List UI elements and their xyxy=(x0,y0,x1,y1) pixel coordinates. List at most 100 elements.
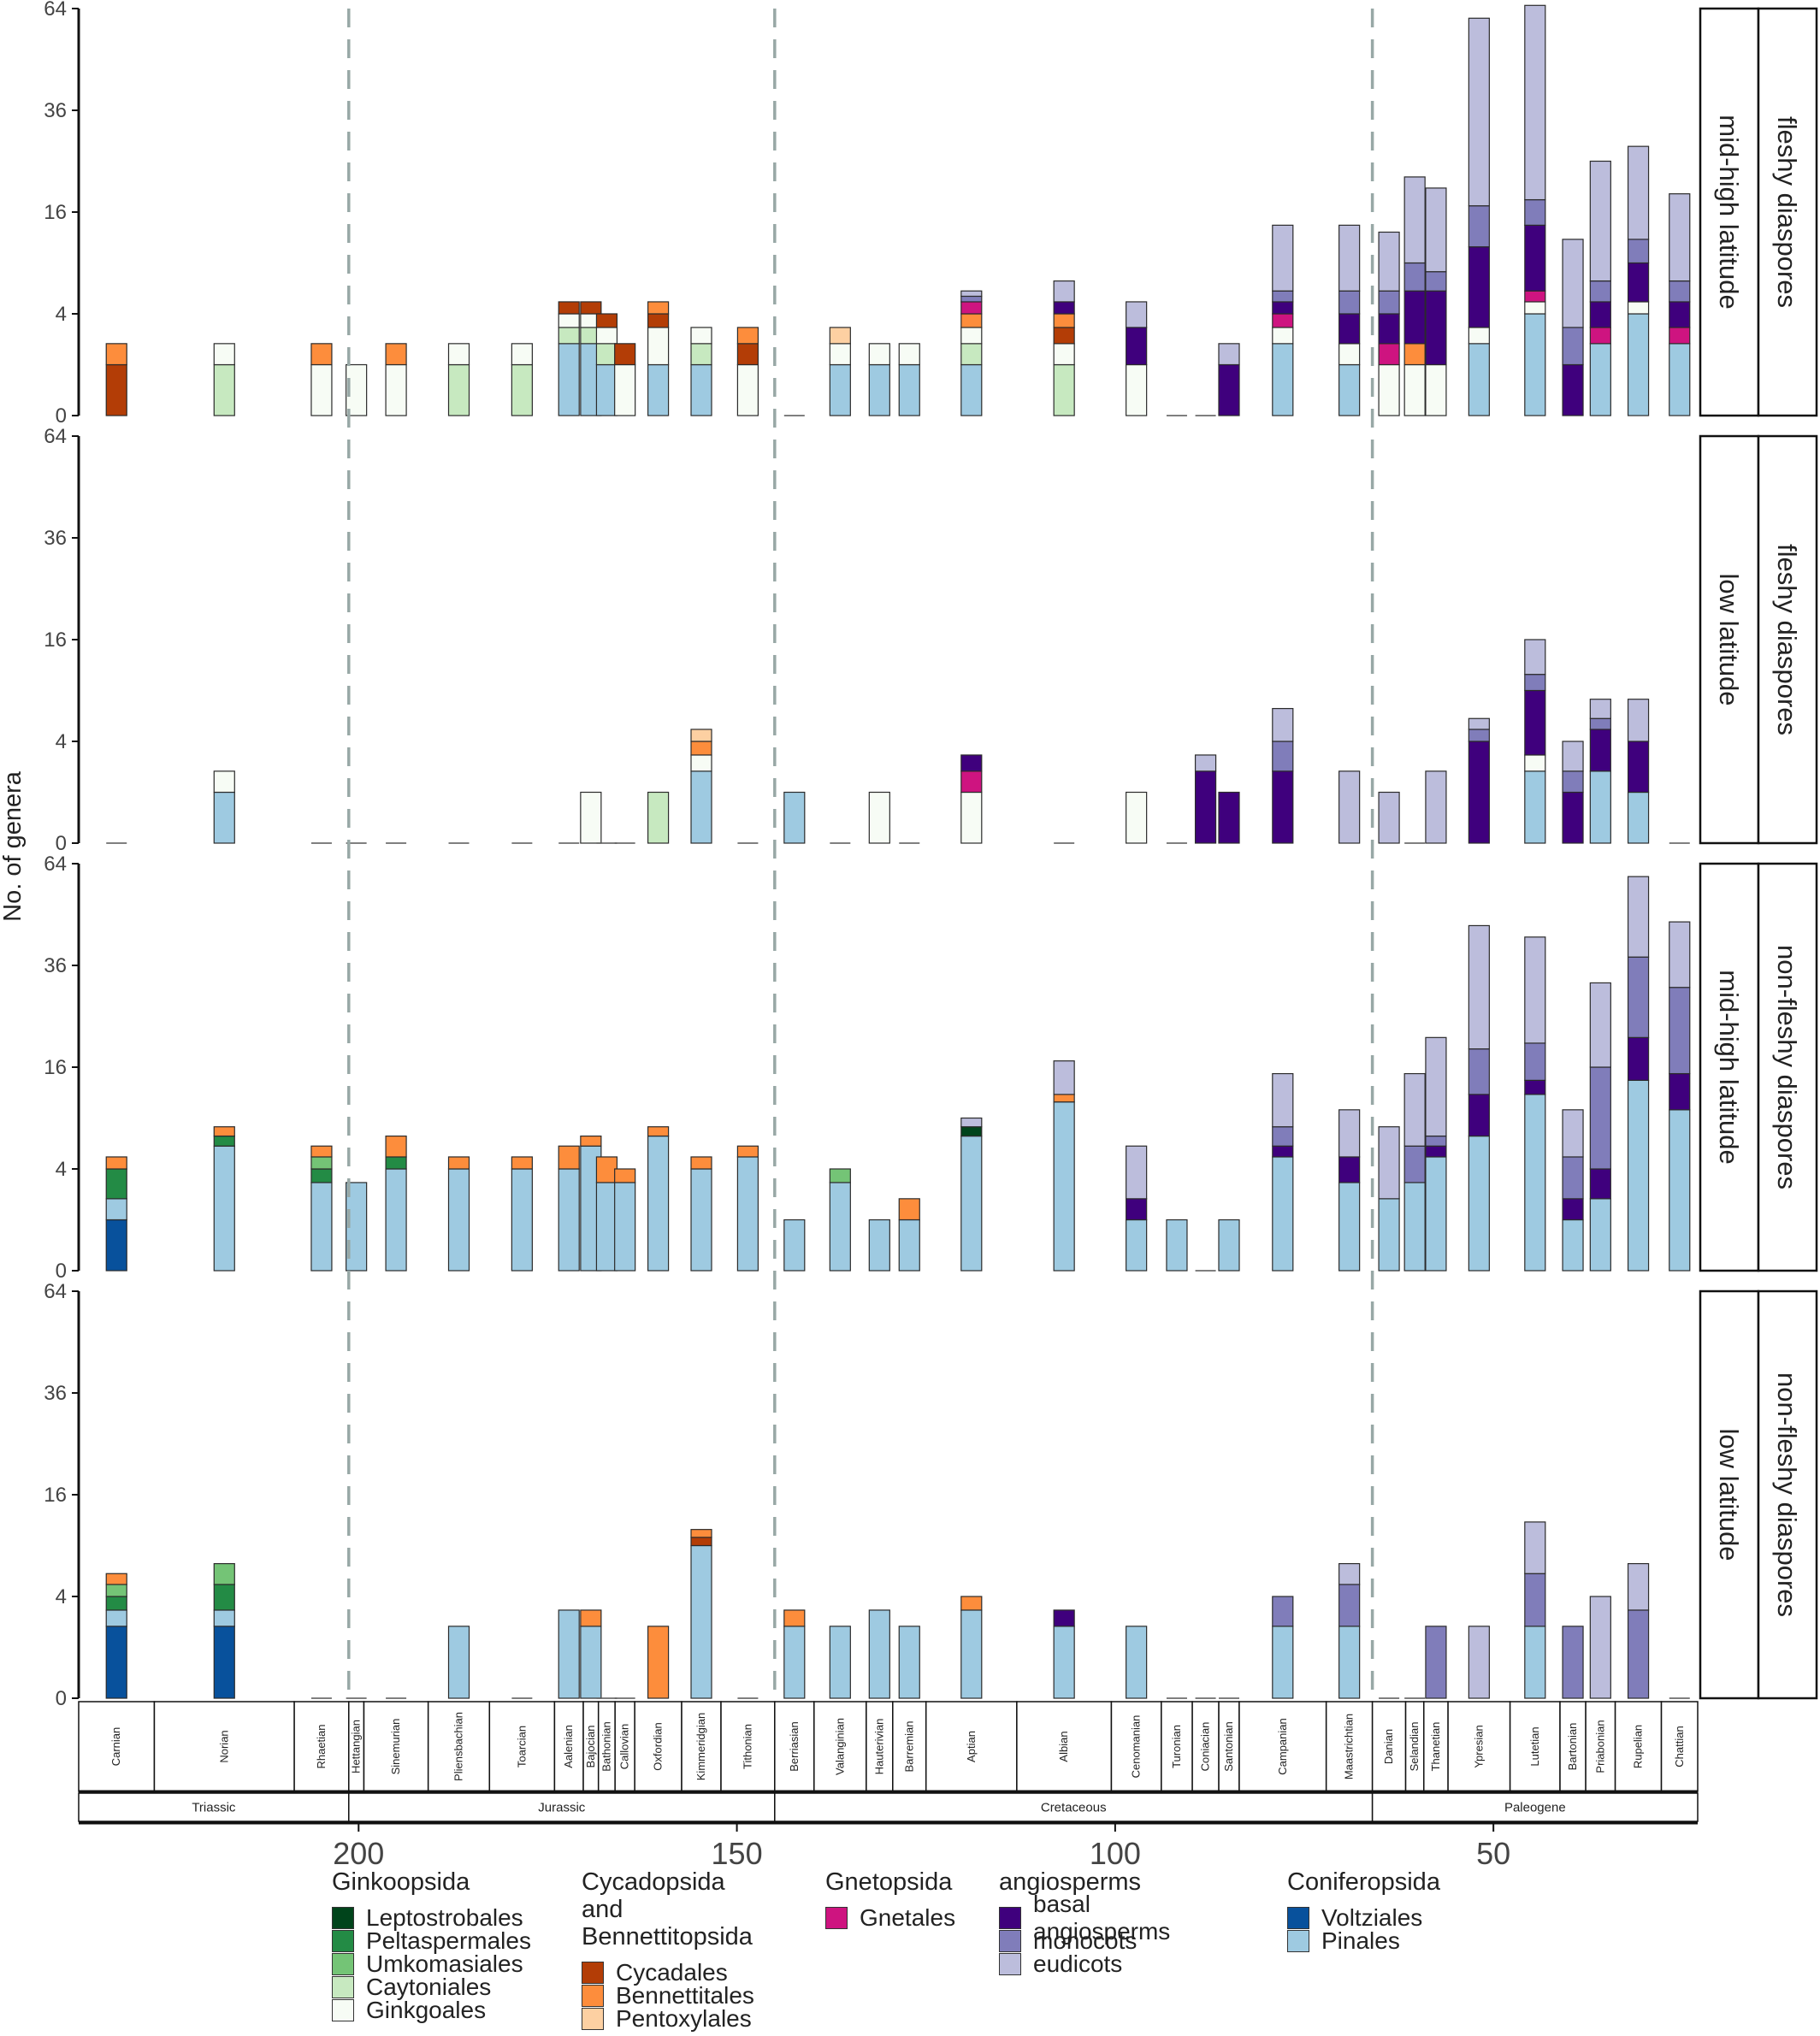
bar-segment-ginkgoales xyxy=(1524,301,1546,315)
stage-label: Hettangian xyxy=(350,1720,363,1773)
bar-segment-bennettitales xyxy=(385,343,407,366)
bar-callovian xyxy=(614,1168,636,1272)
bar-segment-monocots xyxy=(1468,205,1490,248)
bar-segment-bennettitales xyxy=(783,1609,806,1627)
bar-segment-monocots xyxy=(1272,290,1294,303)
bar-lutetian xyxy=(1524,1521,1546,1699)
bar-segment-basal-angiosperms xyxy=(1053,301,1075,315)
legend-group-title: Gnetopsida xyxy=(825,1868,953,1896)
bar-segment-pinales xyxy=(1562,1219,1584,1272)
bar-priabonian xyxy=(1589,982,1611,1272)
legend-item: Pentoxylales xyxy=(582,2005,754,2032)
period-box-cretaceous xyxy=(774,1792,1374,1822)
bar-segment-pinales xyxy=(1425,1156,1447,1272)
bar-segment-eudicots xyxy=(1272,1072,1294,1128)
stage-label: Bathonian xyxy=(600,1721,612,1772)
bar-segment-monocots xyxy=(1669,987,1691,1075)
legend-item: Ginkgoales xyxy=(332,1997,531,2023)
bar-segment-ginkgoales xyxy=(1627,301,1650,315)
bar-callovian xyxy=(614,343,636,416)
legend-item: eudicots xyxy=(999,1950,1170,1977)
bar-segment-pinales xyxy=(1627,313,1650,416)
bar-rhaetian xyxy=(310,343,333,416)
bar-segment-basal-angiosperms xyxy=(1524,689,1546,756)
bar-segment-voltziales xyxy=(213,1626,235,1699)
bar-segment-monocots xyxy=(1627,239,1650,264)
legend-swatch xyxy=(332,1929,354,1952)
bar-cenomanian xyxy=(1126,791,1148,844)
bar-segment-eudicots xyxy=(1562,1109,1584,1158)
bar-segment-pinales xyxy=(1524,770,1546,844)
bar-segment-caytoniales xyxy=(595,343,618,366)
bar-segment-pinales xyxy=(1468,343,1490,416)
strip-diaspore-label: non-fleshy diaspores xyxy=(1772,1372,1802,1617)
bar-bartonian xyxy=(1562,1109,1584,1272)
bar-segment-pinales xyxy=(1166,1219,1188,1272)
stage-box-aalenian xyxy=(553,1701,584,1792)
bar-segment-ginkgoales xyxy=(213,343,235,366)
bar-segment-bennettitales xyxy=(310,1145,333,1158)
bar-segment-pinales xyxy=(1126,1219,1148,1272)
bar-segment-bennettitales xyxy=(580,1135,602,1147)
bar-lutetian xyxy=(1524,4,1546,416)
bar-sinemurian xyxy=(385,1135,407,1272)
y-tick-label: 0 xyxy=(56,1687,67,1710)
bar-segment-monocots xyxy=(1338,290,1361,315)
bar-segment-pinales xyxy=(647,1135,670,1272)
stage-label: Turonian xyxy=(1170,1725,1183,1768)
bar-rupelian xyxy=(1627,699,1650,844)
bar-segment-pinales xyxy=(1338,1626,1361,1699)
bar-segment-monocots xyxy=(1272,1126,1294,1147)
bar-segment-eudicots xyxy=(1403,1072,1426,1147)
bar-segment-ginkgoales xyxy=(690,754,712,772)
y-tick-label: 36 xyxy=(44,1382,67,1405)
bar-segment-cycadales xyxy=(690,1537,712,1547)
period-label: Cretaceous xyxy=(1041,1801,1107,1815)
bar-segment-pinales xyxy=(1338,363,1361,416)
bar-segment-umkomasiales xyxy=(829,1168,851,1183)
legend-label: Cycadales xyxy=(616,1958,728,1986)
bar-aalenian xyxy=(558,1609,580,1699)
bar-segment-pinales xyxy=(960,363,983,416)
bar-segment-eudicots xyxy=(1338,224,1361,292)
panel-1: 0 4 16 36 64 mid-high latitude fleshy diaspore… xyxy=(44,0,1818,428)
bar-segment-pinales xyxy=(558,343,580,416)
bar-segment-ginkgoales xyxy=(690,327,712,345)
bar-segment-cycadales xyxy=(647,313,670,328)
bar-segment-basal-angiosperms xyxy=(1272,770,1294,844)
bar-segment-cycadales xyxy=(580,301,602,315)
bar-segment-eudicots xyxy=(1378,791,1400,844)
strip-diaspore-box xyxy=(1757,434,1818,845)
bar-segment-monocots xyxy=(1589,717,1611,730)
bar-segment-pinales xyxy=(690,770,712,844)
bar-segment-bennettitales xyxy=(580,1609,602,1627)
bar-berriasian xyxy=(783,791,806,844)
legend-label: Pinales xyxy=(1321,1927,1400,1954)
bar-segment-cycadales xyxy=(105,363,127,416)
bar-berriasian xyxy=(783,1609,806,1699)
bar-segment-voltziales xyxy=(105,1626,127,1699)
bar-segment-bennettitales xyxy=(647,301,670,315)
stage-box-sinemurian xyxy=(363,1701,429,1792)
bar-carnian xyxy=(105,1573,127,1699)
bar-segment-pentoxylales xyxy=(829,327,851,345)
bar-valanginian xyxy=(829,1626,851,1699)
bar-segment-pinales xyxy=(213,1609,235,1627)
y-tick-label: 0 xyxy=(56,404,67,428)
bar-segment-monocots xyxy=(1562,327,1584,366)
bar-campanian xyxy=(1272,707,1294,844)
stage-label: Priabonian xyxy=(1593,1720,1606,1773)
bar-segment-basal-angiosperms xyxy=(1524,1079,1546,1095)
bar-chattian xyxy=(1669,921,1691,1272)
bar-segment-peltaspermales xyxy=(310,1168,333,1183)
stage-label: Campanian xyxy=(1276,1718,1289,1775)
period-label: Paleogene xyxy=(1504,1801,1566,1815)
bar-segment-pinales xyxy=(783,1219,806,1272)
bar-segment-pinales xyxy=(1524,313,1546,416)
bar-segment-eudicots xyxy=(1425,187,1447,273)
bar-cenomanian xyxy=(1126,1626,1148,1699)
y-tick-label: 64 xyxy=(44,1280,67,1303)
stage-box-ypresian xyxy=(1447,1701,1511,1792)
bar-tithonian xyxy=(736,1145,759,1272)
